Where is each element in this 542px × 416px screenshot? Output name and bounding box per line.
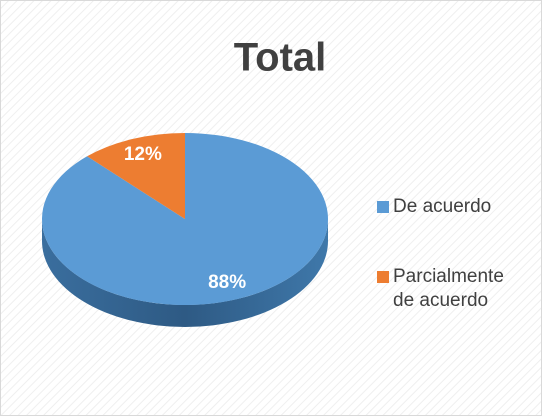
data-label: 12% (124, 144, 162, 165)
legend-label: Parcialmente de acuerdo (393, 266, 504, 311)
pie-slice (87, 133, 185, 219)
legend-swatch (377, 271, 389, 283)
data-label: 88% (208, 272, 246, 293)
legend-label: De acuerdo (393, 196, 492, 217)
chart-title: Total (234, 36, 327, 80)
pie-slice (41, 133, 328, 306)
pie-side (42, 219, 328, 327)
legend-swatch (377, 201, 389, 213)
